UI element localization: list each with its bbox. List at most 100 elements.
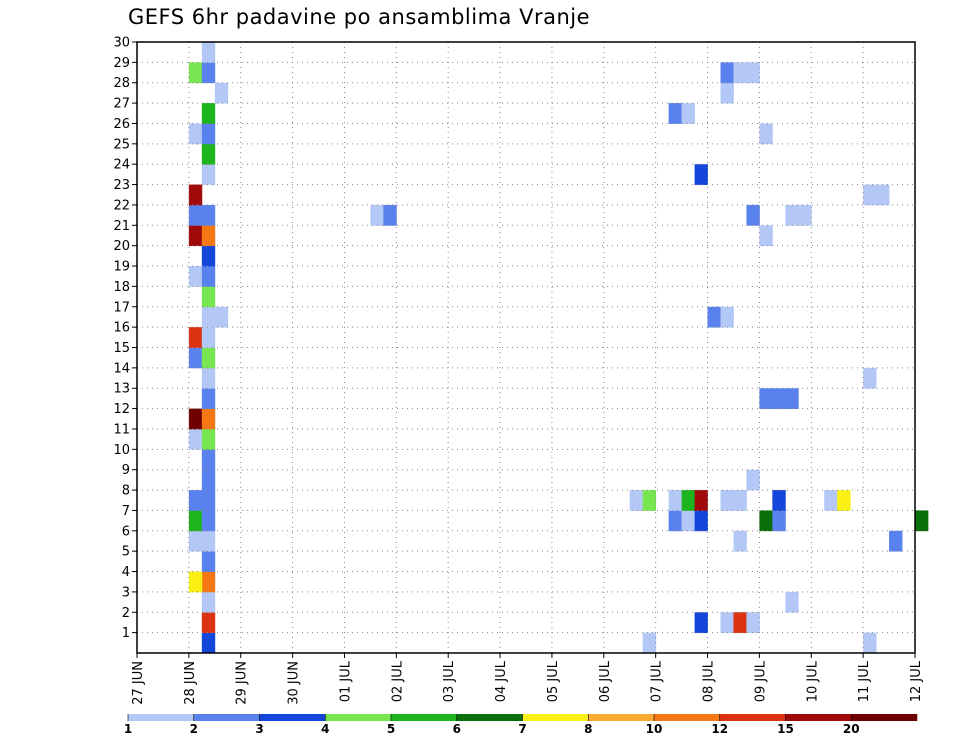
heatmap-cell [188,266,203,287]
heatmap-cell [201,225,216,247]
grid-lines [137,42,915,653]
heatmap-cell [785,204,799,226]
heatmap-cell [720,490,734,511]
y-tick-label: 3 [122,585,130,600]
heatmap-cell [668,103,682,124]
colorbar-swatch [785,714,852,721]
heatmap-cell [201,266,216,287]
heatmap-cell [837,490,851,511]
heatmap-cell [733,612,747,634]
heatmap-cell [201,530,216,552]
heatmap-cell [201,103,216,124]
heatmap-cell [201,510,216,532]
heatmap-cell [668,490,682,511]
heatmap-cell [201,245,216,267]
heatmap-cell [642,490,657,511]
x-axis: 27 JUN 28 JUN 29 JUN 30 JUN 01 JUL 02 JUL 03 J… [131,653,924,705]
colorbar-label: 15 [777,722,794,736]
colorbar-swatch [193,714,260,721]
y-tick-label: 9 [122,463,130,478]
heatmap-cell [188,62,203,84]
heatmap-cell [188,408,203,430]
heatmap-cell [772,388,786,409]
y-tick-label: 22 [113,198,130,213]
heatmap-cell [876,184,890,206]
heatmap-cell [694,164,708,185]
y-tick-label: 29 [113,56,130,71]
heatmap-cell [201,388,216,409]
x-tick-label: 28 JUN [183,661,198,705]
heatmap-cell [759,123,773,145]
y-tick-label: 19 [113,260,130,275]
y-tick-label: 5 [122,545,130,560]
y-tick-label: 17 [113,300,130,315]
heatmap-cell [188,490,203,511]
heatmap-cell [798,204,812,226]
y-tick-label: 18 [113,280,130,295]
x-tick-label: 10 JUL [805,660,820,702]
heatmap-cell [759,225,773,247]
heatmap-cell [201,612,216,634]
heatmap-cell [746,204,760,226]
heatmap-cell [201,428,216,450]
colorbar-swatch [588,714,655,721]
y-tick-label: 1 [122,626,130,641]
x-tick-label: 02 JUL [390,660,405,702]
y-tick-label: 21 [113,219,130,234]
colorbar-swatch [325,714,392,721]
heatmap-cell [201,204,216,226]
heatmap-cell [746,469,760,491]
heatmap-cell [746,62,760,84]
heatmap-cell [720,62,734,84]
y-tick-label: 13 [113,382,130,397]
heatmap-cell [642,632,657,654]
x-tick-label: 04 JUL [494,660,509,702]
heatmap-cell [772,510,786,532]
heatmap-cell [785,591,799,613]
heatmap-cell [863,367,877,389]
heatmap-cell [681,490,695,511]
y-tick-label: 14 [113,361,130,376]
heatmap-cell [201,551,216,572]
heatmap-cell [824,490,838,511]
heatmap-cell [759,510,773,532]
colorbar-swatch [522,714,589,721]
heatmap-cell [694,612,708,634]
heatmap-cell [188,225,203,247]
colorbar-label: 12 [711,722,728,736]
colorbar-swatch [391,714,458,721]
colorbar-label: 1 [124,722,132,736]
y-tick-label: 25 [113,137,130,152]
heatmap-cell [201,42,216,63]
heatmap-cell [201,327,216,348]
heatmap-cell [201,347,216,369]
heatmap-cell [720,306,734,328]
y-tick-label: 11 [113,422,130,437]
colorbar-label: 7 [518,722,526,736]
x-tick-label: 29 JUN [235,661,250,705]
heatmap-cell [889,530,903,552]
colorbar-swatch [456,714,523,721]
colorbar-swatch [719,714,786,721]
colorbar-label: 6 [453,722,461,736]
x-tick-label: 07 JUL [650,660,665,702]
heatmap-cell [201,571,216,593]
colorbar-label: 20 [843,722,860,736]
plot-frame [136,41,916,654]
colorbar-swatch [654,714,721,721]
colorbar-label: 10 [646,722,663,736]
heatmap-cell [201,490,216,511]
heatmap-cell [201,632,216,654]
y-tick-label: 24 [113,158,130,173]
x-tick-label: 06 JUL [598,660,613,702]
heatmap-cell [201,367,216,389]
colorbar-swatch [259,714,326,721]
x-tick-label: 11 JUL [857,660,872,702]
heatmap-cell [201,449,216,471]
y-tick-label: 10 [113,443,130,458]
heatmap-cell [188,510,203,532]
y-tick-label: 15 [113,341,130,356]
heatmap-cell [188,530,203,552]
colorbar-label: 4 [321,722,329,736]
